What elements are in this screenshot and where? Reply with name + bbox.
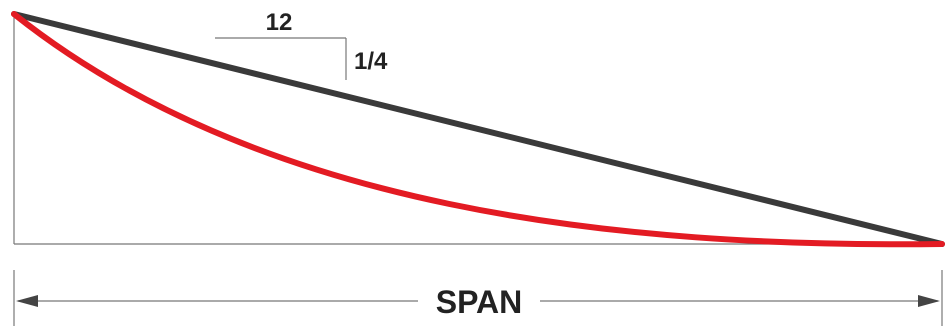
design-slope-line bbox=[11, 11, 945, 247]
span-right-arrow bbox=[918, 295, 940, 307]
span-left-arrow bbox=[16, 295, 38, 307]
span-label: SPAN bbox=[436, 284, 523, 320]
slope-rise-label: 1/4 bbox=[354, 48, 388, 75]
deflection-curve bbox=[11, 11, 945, 248]
slope-run-label: 12 bbox=[266, 9, 293, 36]
